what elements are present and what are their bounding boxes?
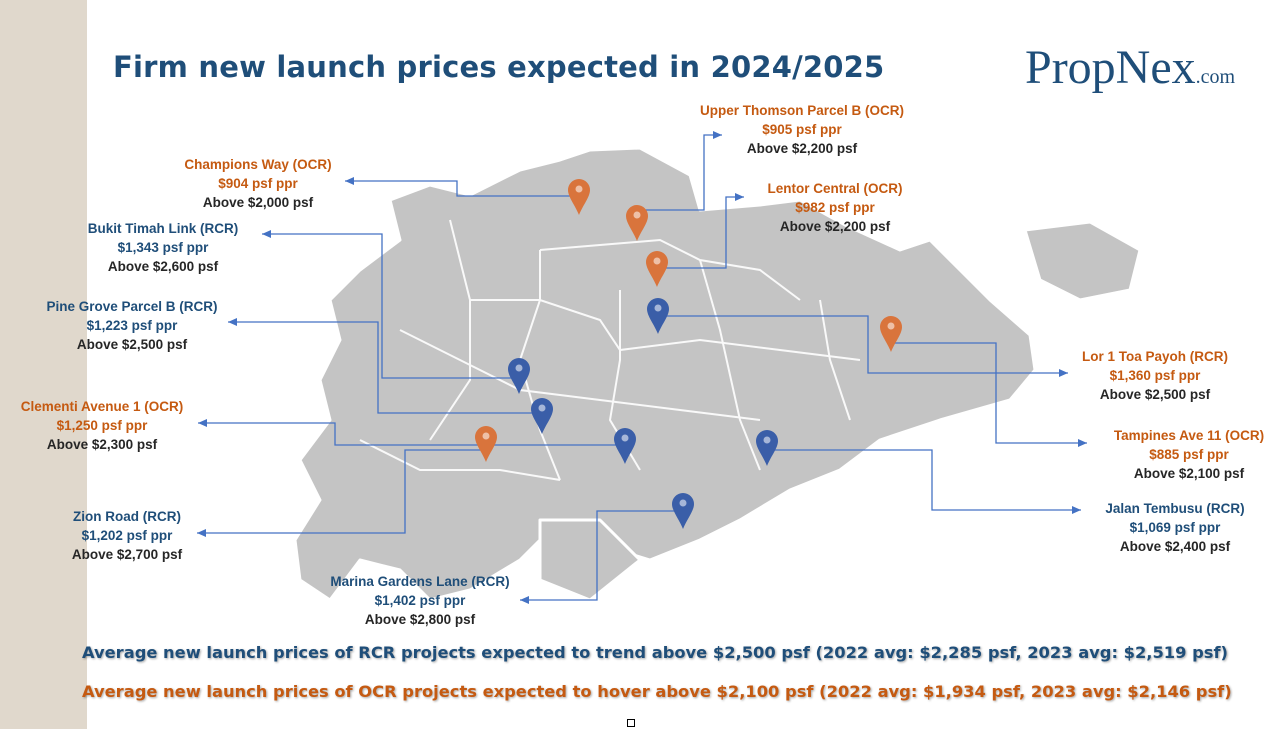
arrowhead (1059, 369, 1068, 377)
arrowhead (262, 230, 271, 238)
project-expected: Above $2,500 psf (1099, 387, 1211, 402)
project-ppr: $1,069 psf ppr (1129, 520, 1221, 535)
project-expected: Above $2,500 psf (76, 337, 188, 352)
project-expected: Above $2,400 psf (1119, 539, 1231, 554)
map-pin-icon[interactable] (475, 426, 497, 462)
map-pin-icon[interactable] (614, 428, 636, 464)
project-name: Upper Thomson Parcel B (OCR) (699, 103, 905, 118)
arrowhead (345, 177, 354, 185)
connector-arrowheads (197, 131, 1087, 604)
project-label: Champions Way (OCR) $904 psf ppr Above $2,… (184, 155, 331, 212)
project-name: Champions Way (OCR) (184, 157, 332, 172)
arrowhead (735, 193, 744, 201)
propnex-logo: PropNex.com (1025, 41, 1236, 94)
project-name: Tampines Ave 11 (OCR) (1113, 428, 1265, 443)
project-name: Lor 1 Toa Payoh (RCR) (1081, 349, 1229, 364)
project-name: Jalan Tembusu (RCR) (1105, 501, 1245, 516)
slide-handle[interactable] (627, 719, 635, 727)
project-label: Marina Gardens Lane (RCR) $1,402 psf ppr A… (330, 572, 509, 629)
side-strip (0, 0, 87, 729)
project-ppr: $1,202 psf ppr (81, 528, 173, 543)
rcr-summary: Average new launch prices of RCR project… (82, 643, 1228, 662)
project-expected: Above $2,300 psf (46, 437, 158, 452)
project-ppr: $1,402 psf ppr (374, 593, 466, 608)
map-pin-icon[interactable] (508, 358, 530, 394)
project-label: Jalan Tembusu (RCR) $1,069 psf ppr Above $… (1105, 499, 1244, 556)
arrowhead (1078, 439, 1087, 447)
arrowhead (713, 131, 722, 139)
arrowhead (198, 419, 207, 427)
project-name: Marina Gardens Lane (RCR) (330, 574, 510, 589)
project-label: Clementi Avenue 1 (OCR) $1,250 psf ppr Abo… (21, 397, 184, 454)
map-pin-icon[interactable] (531, 398, 553, 434)
map-pin-icon[interactable] (880, 316, 902, 352)
project-name: Lentor Central (OCR) (767, 181, 903, 196)
project-name: Zion Road (RCR) (73, 509, 181, 524)
project-name: Bukit Timah Link (RCR) (87, 221, 239, 236)
project-label: Lor 1 Toa Payoh (RCR) $1,360 psf ppr Above… (1082, 347, 1228, 404)
project-expected: Above $2,800 psf (364, 612, 476, 627)
location-pins (475, 179, 902, 529)
map-pin-icon[interactable] (672, 493, 694, 529)
project-expected: Above $2,700 psf (71, 547, 183, 562)
project-ppr: $1,343 psf ppr (117, 240, 209, 255)
map-pin-icon[interactable] (568, 179, 590, 215)
project-label: Lentor Central (OCR) $982 psf ppr Above $2… (768, 179, 903, 236)
map-pin-icon[interactable] (626, 205, 648, 241)
project-label: Upper Thomson Parcel B (OCR) $905 psf ppr… (700, 101, 904, 158)
map-pin-icon[interactable] (646, 251, 668, 287)
project-name: Pine Grove Parcel B (RCR) (46, 299, 218, 314)
ocr-summary: Average new launch prices of OCR project… (82, 682, 1232, 701)
project-expected: Above $2,000 psf (202, 195, 314, 210)
project-ppr: $982 psf ppr (795, 200, 875, 215)
project-name: Clementi Avenue 1 (OCR) (20, 399, 184, 414)
project-expected: Above $2,600 psf (107, 259, 219, 274)
project-label: Pine Grove Parcel B (RCR) $1,223 psf ppr A… (46, 297, 217, 354)
page-title: Firm new launch prices expected in 2024/… (113, 50, 885, 84)
project-label: Zion Road (RCR) $1,202 psf ppr Above $2,70… (72, 507, 182, 564)
project-ppr: $1,250 psf ppr (56, 418, 148, 433)
project-expected: Above $2,100 psf (1133, 466, 1245, 481)
project-ppr: $905 psf ppr (762, 122, 842, 137)
project-ppr: $904 psf ppr (218, 176, 298, 191)
map-landmass (293, 146, 1142, 602)
project-ppr: $1,360 psf ppr (1109, 368, 1201, 383)
arrowhead (520, 596, 529, 604)
project-label: Bukit Timah Link (RCR) $1,343 psf ppr Abov… (88, 219, 239, 276)
project-ppr: $885 psf ppr (1149, 447, 1229, 462)
map-pin-icon[interactable] (647, 298, 669, 334)
project-expected: Above $2,200 psf (779, 219, 891, 234)
project-ppr: $1,223 psf ppr (86, 318, 178, 333)
map-pin-icon[interactable] (756, 430, 778, 466)
arrowhead (228, 318, 237, 326)
arrowhead (197, 529, 206, 537)
project-label: Tampines Ave 11 (OCR) $885 psf ppr Above $… (1114, 426, 1264, 483)
project-expected: Above $2,200 psf (746, 141, 858, 156)
arrowhead (1072, 506, 1081, 514)
